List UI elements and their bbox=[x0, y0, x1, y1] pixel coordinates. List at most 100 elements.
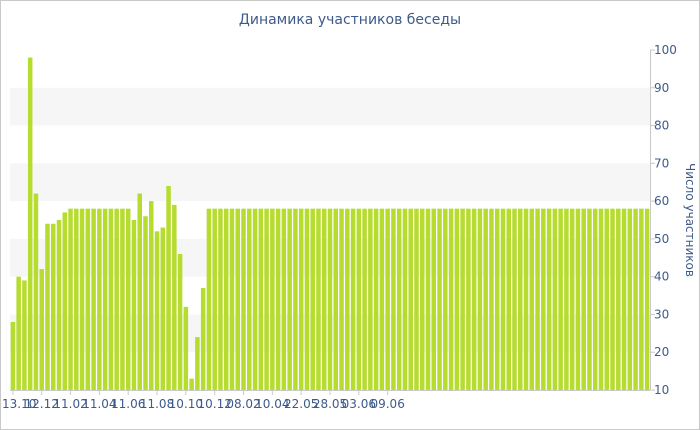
bar bbox=[160, 227, 166, 390]
bar bbox=[616, 208, 621, 390]
y-tick-label: 20 bbox=[654, 345, 669, 359]
bar bbox=[448, 208, 454, 390]
bar bbox=[558, 208, 563, 390]
bar bbox=[16, 276, 21, 390]
bar bbox=[350, 208, 356, 390]
x-ticks: 13.1012.1211.0211.0411.0611.0810.1010.12… bbox=[2, 390, 405, 411]
bar bbox=[316, 208, 321, 390]
bar bbox=[604, 208, 610, 390]
bar bbox=[385, 208, 390, 390]
bar bbox=[304, 208, 310, 390]
x-tick-label: 10.12 bbox=[198, 397, 232, 411]
bar bbox=[241, 208, 246, 390]
y-axis-title: Число участников bbox=[683, 163, 697, 277]
bar bbox=[610, 208, 615, 390]
bar bbox=[97, 208, 102, 390]
bar bbox=[275, 208, 281, 390]
bar bbox=[120, 208, 125, 390]
bar bbox=[229, 208, 235, 390]
bar bbox=[633, 208, 638, 390]
bar bbox=[172, 204, 177, 390]
bar bbox=[327, 208, 333, 390]
y-tick-label: 50 bbox=[654, 232, 669, 246]
bar bbox=[512, 208, 517, 390]
bar bbox=[414, 208, 419, 390]
x-tick-label: 22.05 bbox=[284, 397, 318, 411]
bar bbox=[264, 208, 269, 390]
bar bbox=[39, 269, 44, 390]
bar bbox=[402, 208, 408, 390]
bar bbox=[247, 208, 252, 390]
bar bbox=[420, 208, 425, 390]
bar bbox=[143, 216, 148, 390]
bar bbox=[437, 208, 442, 390]
bar bbox=[362, 208, 367, 390]
y-tick-label: 30 bbox=[654, 307, 669, 321]
bar bbox=[489, 208, 494, 390]
bar bbox=[212, 208, 217, 390]
bar bbox=[396, 208, 402, 390]
y-tick-label: 60 bbox=[654, 194, 669, 208]
x-tick-label: 11.04 bbox=[82, 397, 116, 411]
bar bbox=[68, 208, 73, 390]
bar bbox=[321, 208, 327, 390]
bar bbox=[206, 208, 212, 390]
y-tick-label: 40 bbox=[654, 270, 669, 284]
bar bbox=[500, 208, 506, 390]
x-tick-label: 11.08 bbox=[140, 397, 174, 411]
y-ticks: 10 20 30 40 50 60 70 80 90 100 bbox=[650, 43, 677, 397]
bar bbox=[102, 208, 108, 390]
bar bbox=[391, 208, 396, 390]
bar bbox=[131, 220, 137, 390]
bar bbox=[74, 208, 79, 390]
bar bbox=[431, 208, 437, 390]
bar bbox=[137, 193, 142, 390]
bar bbox=[627, 208, 633, 390]
bar bbox=[56, 220, 62, 390]
y-tick-label: 80 bbox=[654, 119, 669, 133]
bar bbox=[293, 208, 298, 390]
bar bbox=[149, 201, 154, 390]
bar bbox=[33, 193, 39, 390]
bar bbox=[454, 208, 460, 390]
bar bbox=[85, 208, 91, 390]
bar bbox=[471, 208, 477, 390]
bar bbox=[466, 208, 471, 390]
y-tick-label: 100 bbox=[654, 43, 677, 57]
y-tick-label: 90 bbox=[654, 81, 669, 95]
x-tick-label: 11.02 bbox=[53, 397, 87, 411]
bar bbox=[592, 208, 598, 390]
bar bbox=[598, 208, 604, 390]
bar bbox=[189, 378, 194, 390]
x-tick-label: 28.05 bbox=[313, 397, 347, 411]
bar bbox=[339, 208, 344, 390]
x-tick-label: 11.06 bbox=[111, 397, 145, 411]
x-tick-label: 03.06 bbox=[342, 397, 376, 411]
bar bbox=[644, 208, 650, 390]
bar bbox=[154, 231, 160, 390]
bar bbox=[535, 208, 540, 390]
bar bbox=[79, 208, 85, 390]
bar bbox=[287, 208, 292, 390]
bar bbox=[108, 208, 114, 390]
bar bbox=[523, 208, 529, 390]
bar bbox=[529, 208, 535, 390]
bar bbox=[621, 208, 627, 390]
bar bbox=[91, 208, 96, 390]
bar bbox=[223, 208, 229, 390]
bar bbox=[541, 208, 546, 390]
x-tick-label: 08.02 bbox=[226, 397, 260, 411]
bar bbox=[177, 254, 183, 390]
bar bbox=[258, 208, 264, 390]
bar bbox=[200, 288, 206, 390]
bar bbox=[408, 208, 413, 390]
bar bbox=[443, 208, 448, 390]
x-tick-label: 09.06 bbox=[370, 397, 404, 411]
bar bbox=[114, 208, 119, 390]
x-tick-label: 12.12 bbox=[25, 397, 59, 411]
bar bbox=[575, 208, 581, 390]
bar bbox=[45, 223, 50, 390]
x-tick-label: 13.10 bbox=[2, 397, 36, 411]
bar bbox=[368, 208, 373, 390]
bar bbox=[564, 208, 569, 390]
